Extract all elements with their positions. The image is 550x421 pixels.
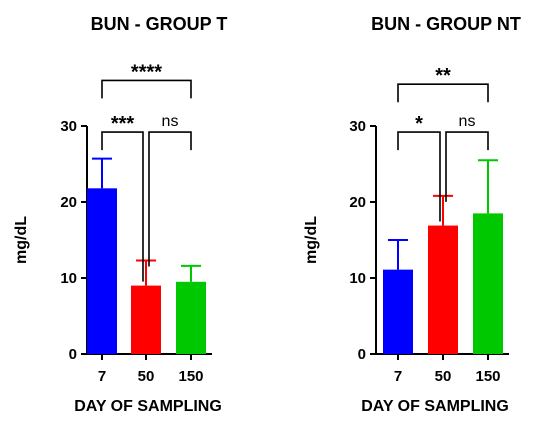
x-tick-label: 150 [178,368,203,385]
significance-label: * [415,113,423,135]
chart-title: BUN - GROUP T [91,14,228,34]
significance-label: ** [435,65,451,87]
significance-bracket [148,131,192,267]
significance-bracket [101,131,144,282]
y-tick-label: 30 [349,118,366,135]
bar [87,188,117,354]
x-tick-label: 50 [138,368,155,385]
chart-panel-group-t: BUN - GROUP T mg/dL DAY OF SAMPLING 0 10 2… [13,14,227,415]
y-tick-label: 0 [358,346,366,363]
x-tick-label: 50 [435,368,452,385]
y-tick-label: 30 [60,118,77,135]
x-axis-label: DAY OF SAMPLING [74,398,222,415]
chart-title: BUN - GROUP NT [371,14,521,34]
bar [383,269,413,354]
bar [176,281,206,354]
y-tick-label: 10 [60,270,77,287]
y-axis-label: mg/dL [303,216,320,264]
y-tick-label: 20 [60,194,77,211]
significance-label: ns [162,113,179,130]
significance-label: *** [111,113,135,135]
x-tick-label: 150 [475,368,500,385]
bar [428,225,458,354]
significance-bracket [397,131,441,222]
chart-panel-group-nt: BUN - GROUP NT mg/dL DAY OF SAMPLING 0 10… [303,14,521,415]
significance-label: ns [459,113,476,130]
y-tick-label: 10 [349,270,366,287]
y-tick-label: 0 [69,346,77,363]
bar [131,285,161,354]
bar [473,213,503,354]
x-tick-label: 7 [98,368,106,385]
significance-bracket [397,83,489,103]
y-axis-label: mg/dL [13,216,30,264]
significance-bracket [445,131,489,202]
x-tick-label: 7 [394,368,402,385]
significance-label: **** [131,61,162,83]
y-tick-label: 20 [349,194,366,211]
significance-bracket [101,79,192,99]
x-axis-label: DAY OF SAMPLING [361,398,509,415]
